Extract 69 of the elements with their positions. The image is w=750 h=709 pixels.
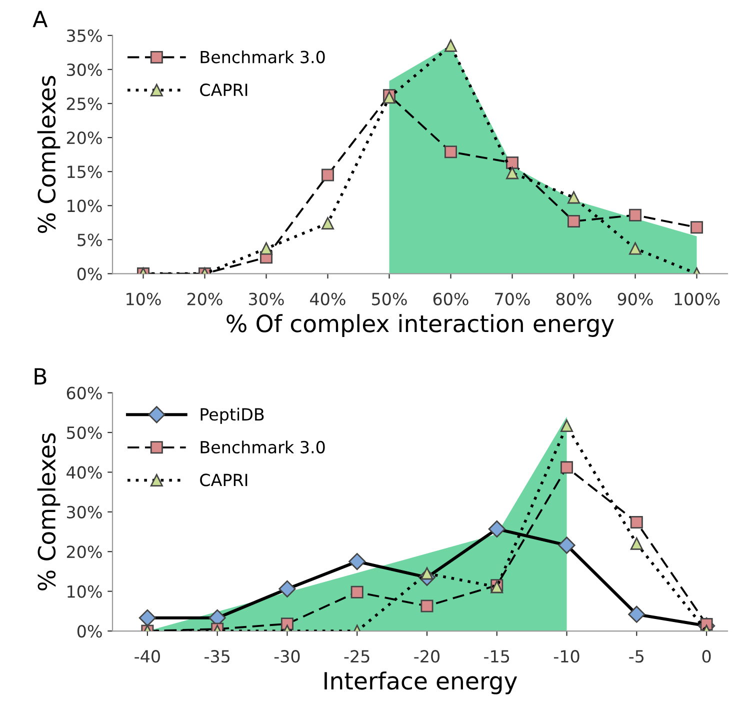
point: [558, 536, 576, 554]
y-tick-label: 40%: [66, 466, 102, 479]
y-tick-label: 30%: [67, 506, 102, 518]
x-tick-label: 90%: [618, 292, 653, 306]
point: [350, 586, 364, 598]
point: [629, 242, 642, 255]
point: [348, 552, 366, 570]
point: [629, 208, 642, 222]
y-tick-label: 60%: [66, 386, 102, 400]
point: [568, 191, 580, 204]
x-tick-label: -30: [274, 650, 300, 663]
point: [322, 168, 334, 182]
y-tick-label: 0%: [77, 624, 102, 638]
legend-label: Benchmark 3.0: [200, 440, 325, 454]
x-tick-label: 10%: [126, 292, 161, 306]
point: [628, 606, 646, 623]
y-tick-label: 5%: [78, 234, 102, 246]
x-tick-label: -20: [414, 650, 440, 663]
point: [506, 156, 518, 169]
x-tick-label: 0: [702, 650, 711, 663]
point: [278, 580, 296, 598]
x-tick-label: 40%: [310, 292, 346, 306]
y-axis-title: % Complexes: [37, 433, 60, 590]
legend-label: CAPRI: [200, 84, 248, 96]
x-tick-label: 50%: [372, 292, 407, 306]
y-tick-label: 15%: [68, 166, 102, 178]
point: [630, 516, 643, 528]
y-tick-label: 50%: [67, 426, 102, 440]
point: [444, 146, 457, 158]
x-tick-label: 80%: [556, 292, 592, 306]
point: [568, 215, 580, 228]
x-tick-label: 30%: [249, 292, 284, 306]
x-tick-label: 100%: [674, 292, 720, 306]
y-axis-title: % Complexes: [37, 76, 60, 234]
x-axis-title: % Of complex interaction energy: [226, 314, 614, 337]
x-tick-label: 20%: [187, 292, 222, 306]
legend-label: PeptiDB: [200, 408, 264, 424]
y-tick-label: 0%: [77, 268, 102, 280]
x-tick-label: -5: [629, 650, 644, 663]
point: [138, 609, 156, 626]
y-tick-label: 25%: [66, 97, 102, 110]
x-tick-label: 60%: [433, 292, 468, 306]
point: [322, 217, 334, 230]
x-tick-label: 70%: [495, 292, 530, 306]
point: [420, 600, 434, 612]
point: [488, 520, 506, 538]
point: [560, 419, 574, 432]
chart-title: A: [32, 10, 48, 28]
y-tick-label: 10%: [68, 200, 102, 212]
point: [690, 221, 703, 234]
x-tick-label: -15: [484, 650, 510, 663]
legend-label: CAPRI: [200, 474, 248, 486]
x-tick-label: -25: [344, 650, 370, 663]
point: [630, 537, 643, 550]
y-tick-label: 35%: [67, 29, 102, 42]
y-tick-label: 20%: [66, 546, 102, 558]
x-tick-label: -10: [554, 650, 580, 663]
y-tick-label: 30%: [67, 63, 102, 76]
point: [260, 242, 272, 255]
point: [560, 461, 574, 474]
y-tick-label: 10%: [68, 585, 102, 598]
point: [506, 166, 518, 180]
x-tick-label: -40: [134, 650, 160, 663]
y-tick-label: 20%: [66, 132, 102, 144]
point: [444, 39, 457, 52]
x-axis-title: Interface energy: [324, 671, 518, 694]
legend-label: Benchmark 3.0: [200, 50, 325, 64]
chart-title: B: [34, 368, 46, 384]
x-tick-label: -35: [204, 650, 230, 663]
